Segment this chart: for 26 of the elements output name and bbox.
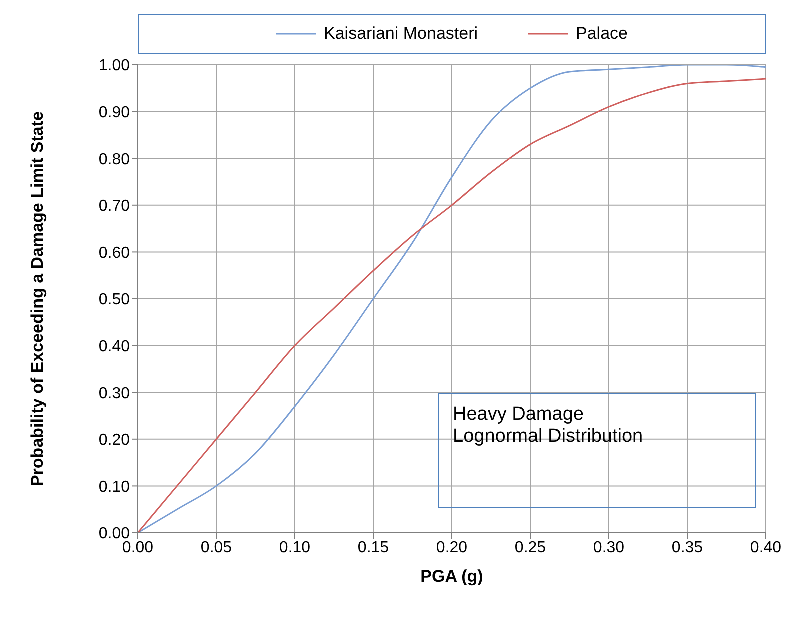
x-tick-label: 0.10 [279, 539, 311, 556]
x-tick-label: 0.40 [750, 539, 782, 556]
y-axis-title: Probability of Exceeding a Damage Limit State [28, 110, 48, 489]
x-tick-label: 0.25 [514, 539, 546, 556]
y-tick-label: 0.10 [98, 478, 130, 496]
y-tick-label: 0.80 [98, 151, 130, 168]
y-tick-label: 0.90 [98, 104, 130, 122]
y-tick-label: 0.20 [98, 432, 130, 450]
annotation: Lognormal Distribution [453, 426, 644, 448]
y-tick-label: 0.60 [98, 244, 130, 262]
y-tick-label: 0.30 [98, 385, 130, 402]
legend-label: Palace [576, 24, 628, 44]
y-tick-label: 0.70 [98, 198, 130, 216]
note-box: Heavy Damage Lognormal Distribution [438, 393, 756, 508]
x-tick-label: 0.20 [436, 539, 468, 556]
x-axis-title: PGA (g) [420, 567, 484, 587]
y-tick-label: 0.50 [98, 292, 130, 309]
annotation: Heavy Damage [453, 404, 585, 426]
y-tick-label: 1.00 [98, 58, 130, 75]
x-tick-label: 0.35 [672, 539, 704, 556]
x-tick-label: 0.00 [122, 539, 154, 556]
x-tick-label: 0.30 [593, 539, 625, 556]
y-tick-label: 0.40 [98, 338, 130, 356]
x-tick-label: 0.15 [358, 539, 390, 556]
legend-label: Kaisariani Monasteri [324, 24, 478, 44]
x-tick-label: 0.05 [200, 539, 232, 556]
